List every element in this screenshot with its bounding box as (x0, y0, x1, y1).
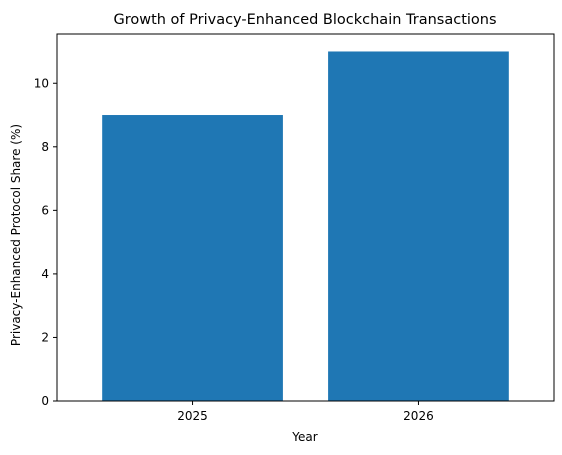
bar-2025 (102, 115, 283, 401)
y-axis-ticks: 0 2 4 6 8 10 (34, 76, 57, 408)
y-tick-label: 2 (41, 330, 49, 344)
y-tick-label: 4 (41, 267, 49, 281)
y-tick-label: 6 (41, 203, 49, 217)
y-tick-label: 0 (41, 394, 49, 408)
plot-frame (56, 33, 555, 402)
chart-title: Growth of Privacy-Enhanced Blockchain Tr… (113, 12, 496, 28)
bar-2026 (328, 51, 509, 401)
y-tick-label: 10 (34, 76, 49, 90)
x-tick-label-2026: 2026 (403, 409, 434, 423)
bars-group (102, 51, 509, 401)
y-axis-label: Privacy-Enhanced Protocol Share (%) (9, 124, 23, 346)
x-tick-label-2025: 2025 (177, 409, 208, 423)
y-tick-label: 8 (41, 140, 49, 154)
x-axis-label: Year (291, 430, 317, 444)
x-axis-ticks: 2025 2026 (177, 401, 434, 423)
